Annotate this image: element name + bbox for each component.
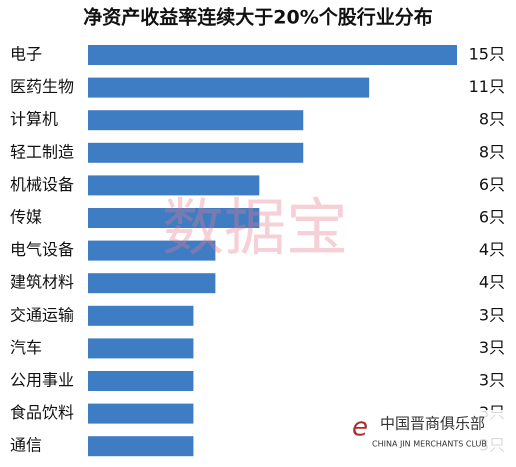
category-label: 公用事业: [10, 371, 74, 390]
bar: [88, 305, 194, 326]
category-label: 机械设备: [10, 175, 74, 194]
bar: [88, 371, 194, 391]
value-label: 8只: [479, 142, 505, 161]
category-label: 食品饮料: [10, 403, 74, 422]
bar: [88, 403, 194, 424]
value-label: 6只: [479, 175, 505, 194]
watermark: 数据宝: [162, 191, 348, 264]
category-label: 传媒: [10, 208, 42, 227]
logo-mark: e: [352, 413, 368, 443]
logo-name: 中国晋商俱乐部: [380, 415, 485, 433]
bar: [88, 175, 260, 196]
value-label: 4只: [479, 273, 505, 292]
value-label: 15只: [469, 45, 505, 64]
value-label: 3只: [479, 305, 505, 324]
chart-title: 净资产收益率连续大于20%个股行业分布: [83, 6, 432, 29]
category-label: 计算机: [10, 110, 58, 129]
bar: [88, 436, 194, 457]
category-label: 电子: [10, 45, 42, 64]
category-label: 交通运输: [10, 305, 74, 324]
category-label: 医药生物: [10, 77, 74, 96]
value-label: 4只: [479, 240, 505, 259]
value-label: 3只: [479, 338, 505, 357]
value-label: 11只: [469, 77, 505, 96]
category-label: 通信: [10, 436, 42, 455]
category-label: 轻工制造: [10, 142, 74, 161]
bar: [88, 208, 260, 228]
bar: [88, 45, 457, 65]
value-label: 8只: [479, 110, 505, 129]
bar: [88, 273, 216, 294]
logo-subtitle: CHINA JIN MERCHANTS CLUB: [372, 440, 487, 449]
category-label: 电气设备: [10, 240, 74, 259]
value-label: 3只: [479, 371, 505, 390]
category-label: 汽车: [10, 338, 42, 357]
bar: [88, 338, 194, 359]
bar: [88, 77, 370, 98]
logo-background: [345, 410, 516, 460]
value-label: 6只: [479, 208, 505, 227]
category-label: 建筑材料: [10, 273, 74, 292]
bar: [88, 110, 304, 131]
bar: [88, 142, 304, 163]
bar: [88, 240, 216, 261]
